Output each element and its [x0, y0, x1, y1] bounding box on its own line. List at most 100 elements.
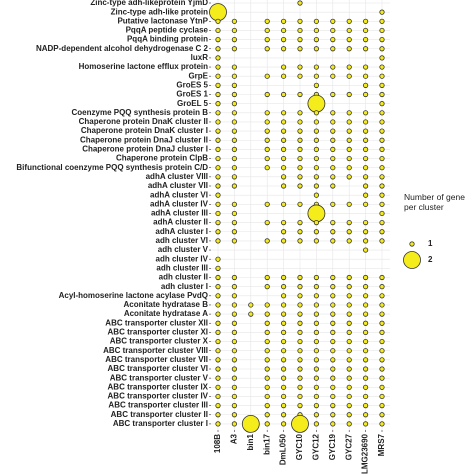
dot [231, 36, 237, 43]
dot [379, 329, 385, 335]
dot [362, 375, 369, 381]
dot [346, 165, 352, 171]
dot [280, 91, 287, 98]
dot [330, 302, 336, 308]
dot [379, 128, 385, 134]
dot [346, 155, 352, 162]
dot [330, 64, 336, 70]
dot [297, 110, 303, 116]
dot [362, 302, 369, 308]
y-tick-label: ABC transporter cluster VII [105, 355, 208, 364]
dot [346, 284, 352, 290]
dot [379, 192, 385, 198]
dot [330, 238, 336, 244]
dot [280, 146, 287, 152]
dot [280, 64, 287, 70]
dot [313, 284, 319, 290]
dot [215, 27, 221, 34]
dot [264, 73, 270, 79]
y-tick-label: Chaperone protein DnaJ cluster II [80, 135, 208, 144]
dot [313, 375, 319, 381]
x-tick-label: GYC10 [295, 433, 304, 460]
y-tick-label: adh cluster VI [156, 236, 208, 245]
dot [330, 137, 336, 143]
dot [297, 366, 303, 372]
dot [346, 110, 352, 116]
x-tick-label: GYC12 [312, 433, 321, 460]
dot [297, 320, 303, 326]
dot [231, 320, 237, 326]
dot [297, 137, 303, 143]
dot [297, 348, 303, 354]
dot [231, 229, 237, 235]
dot [313, 165, 319, 171]
dot [297, 27, 303, 34]
dot [280, 155, 287, 162]
dot [346, 348, 352, 354]
dot [330, 229, 336, 235]
dot [297, 375, 303, 381]
dot [362, 110, 369, 116]
dot [346, 174, 352, 180]
dot [330, 128, 336, 134]
dot [264, 46, 270, 52]
dot [346, 338, 352, 345]
x-tick-label: A3 [230, 433, 239, 444]
dot [280, 348, 287, 354]
dot [280, 412, 287, 418]
y-tick-label: ABC transporter cluster II [111, 410, 208, 419]
dot [280, 18, 287, 24]
dot [215, 256, 221, 262]
dot [330, 338, 336, 345]
dot [379, 402, 385, 409]
dot [313, 357, 319, 363]
dot [379, 210, 385, 217]
dot [231, 375, 237, 381]
dot [264, 165, 270, 171]
y-tick-label: GrpE [188, 71, 208, 80]
dot [379, 137, 385, 143]
dot [264, 110, 270, 116]
dot [379, 357, 385, 363]
dot [231, 73, 237, 79]
dot [330, 366, 336, 372]
dot [313, 27, 319, 34]
dot [330, 165, 336, 171]
dot [215, 183, 221, 189]
dot [362, 329, 369, 335]
dot [313, 393, 319, 400]
dot [330, 110, 336, 116]
dot [280, 165, 287, 171]
dot [231, 183, 237, 189]
y-tick-label: Chaperone protein DnaK cluster I [81, 126, 208, 135]
dot [346, 357, 352, 363]
y-tick-label: adhA cluster I [155, 227, 208, 236]
dot [346, 46, 352, 52]
dot [313, 348, 319, 354]
dot [215, 274, 221, 281]
dot [215, 366, 221, 372]
dot [215, 348, 221, 354]
dot [379, 375, 385, 381]
dot [280, 238, 287, 244]
dot [330, 146, 336, 152]
y-tick-label: adhA cluster III [151, 209, 208, 218]
dot [379, 311, 385, 317]
dot [215, 18, 221, 24]
dot [231, 329, 237, 335]
dot [313, 18, 319, 24]
dot [248, 302, 254, 308]
dot [313, 329, 319, 335]
dot [346, 18, 352, 24]
dot [379, 110, 385, 116]
x-tick-label: DmL050 [279, 433, 288, 465]
dot [362, 155, 369, 162]
dot [362, 412, 369, 418]
dot [362, 421, 369, 427]
dot [362, 229, 369, 235]
x-tick-label: bin1 [246, 433, 255, 450]
dot [231, 274, 237, 281]
dot [215, 284, 221, 290]
dot [280, 119, 287, 125]
dot [379, 55, 385, 61]
